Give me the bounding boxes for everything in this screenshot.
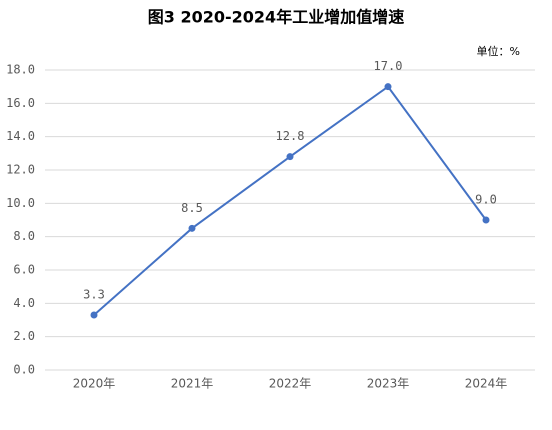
- y-tick-label: 0.0: [13, 363, 35, 377]
- y-tick-label: 2.0: [13, 329, 35, 343]
- chart-title: 图3 2020-2024年工业增加值增速: [148, 8, 404, 27]
- x-tick-label: 2022年: [269, 377, 312, 391]
- point: [384, 83, 392, 91]
- point: [90, 311, 98, 319]
- y-tick-label: 12.0: [6, 163, 35, 177]
- point: [482, 216, 490, 224]
- y-tick-label: 10.0: [6, 196, 35, 210]
- y-tick-label: 8.0: [13, 229, 35, 243]
- x-tick-label: 2024年: [465, 377, 508, 391]
- point: [286, 153, 294, 161]
- x-tick-label: 2023年: [367, 377, 410, 391]
- unit-label: 单位：%: [477, 44, 520, 58]
- y-tick-label: 6.0: [13, 263, 35, 277]
- data-label: 12.8: [276, 129, 305, 143]
- y-tick-label: 16.0: [6, 96, 35, 110]
- data-label: 3.3: [83, 288, 105, 302]
- x-tick-label: 2021年: [171, 377, 214, 391]
- y-tick-label: 18.0: [6, 63, 35, 77]
- y-tick-label: 4.0: [13, 296, 35, 310]
- point: [188, 224, 196, 232]
- data-label: 9.0: [475, 193, 497, 207]
- data-label: 17.0: [374, 59, 403, 73]
- line: [93, 85, 487, 316]
- x-tick-label: 2020年: [73, 377, 116, 391]
- data-label: 8.5: [181, 201, 203, 215]
- y-tick-label: 14.0: [6, 129, 35, 143]
